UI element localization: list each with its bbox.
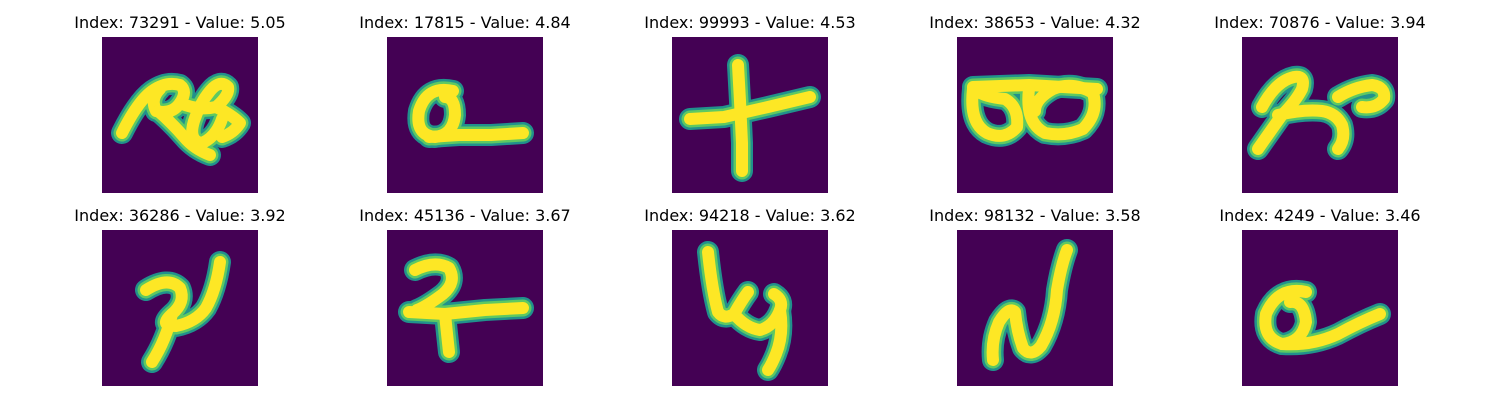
grid-panel: Index: 36286 - Value: 3.92 xyxy=(50,203,310,388)
grid-panel: Index: 17815 - Value: 4.84 xyxy=(335,10,595,195)
glyph-stroke-core xyxy=(403,302,529,320)
panel-title: Index: 73291 - Value: 5.05 xyxy=(74,13,286,32)
grid-panel: Index: 73291 - Value: 5.05 xyxy=(50,10,310,195)
sample-image xyxy=(672,230,828,386)
glyph-stroke-core xyxy=(1022,79,1101,141)
glyph-stroke-core xyxy=(986,244,1073,366)
glyph-stroke-core xyxy=(152,105,216,161)
sample-image xyxy=(957,37,1113,193)
panel-title: Index: 38653 - Value: 4.32 xyxy=(929,13,1141,32)
panel-title: Index: 98132 - Value: 3.58 xyxy=(929,206,1141,225)
glyph-stroke-core xyxy=(1272,104,1350,155)
glyph-drawing xyxy=(957,37,1113,193)
glyph-drawing xyxy=(387,37,543,193)
sample-image xyxy=(672,37,828,193)
glyph-stroke-core xyxy=(684,91,816,125)
glyph-stroke-core xyxy=(762,304,788,376)
glyph-stroke-core xyxy=(966,83,1024,142)
glyph-stroke-core xyxy=(210,101,246,143)
glyph-stroke-core xyxy=(1252,70,1309,155)
glyph-stroke-core xyxy=(728,288,788,336)
grid-panel: Index: 38653 - Value: 4.32 xyxy=(905,10,1165,195)
sample-image xyxy=(1242,230,1398,386)
sample-image xyxy=(387,37,543,193)
grid-panel: Index: 45136 - Value: 3.67 xyxy=(335,203,595,388)
sample-image xyxy=(102,37,258,193)
glyph-drawing xyxy=(1242,37,1398,193)
grid-panel: Index: 4249 - Value: 3.46 xyxy=(1190,203,1450,388)
glyph-drawing xyxy=(1242,230,1398,386)
panel-title: Index: 70876 - Value: 3.94 xyxy=(1214,13,1426,32)
panel-title: Index: 99993 - Value: 4.53 xyxy=(644,13,856,32)
glyph-drawing xyxy=(957,230,1113,386)
panel-title: Index: 45136 - Value: 3.67 xyxy=(359,206,571,225)
glyph-stroke-core xyxy=(1276,308,1386,351)
glyph-stroke-core xyxy=(702,246,754,323)
glyph-stroke-core xyxy=(439,308,455,358)
glyph-stroke-core xyxy=(1332,79,1391,114)
sample-image xyxy=(957,230,1113,386)
sample-image xyxy=(102,230,258,386)
glyph-drawing xyxy=(102,230,258,386)
panel-title: Index: 36286 - Value: 3.92 xyxy=(74,206,286,225)
glyph-drawing xyxy=(102,37,258,193)
glyph-stroke-core xyxy=(423,127,529,143)
sample-image xyxy=(1242,37,1398,193)
grid-panel: Index: 94218 - Value: 3.62 xyxy=(620,203,880,388)
grid-panel: Index: 70876 - Value: 3.94 xyxy=(1190,10,1450,195)
panel-title: Index: 4249 - Value: 3.46 xyxy=(1219,206,1421,225)
glyph-drawing xyxy=(672,37,828,193)
glyph-stroke-core xyxy=(732,59,748,177)
panel-title: Index: 17815 - Value: 4.84 xyxy=(359,13,571,32)
glyph-drawing xyxy=(387,230,543,386)
glyph-stroke-core xyxy=(146,308,178,368)
sample-image xyxy=(387,230,543,386)
grid-panel: Index: 99993 - Value: 4.53 xyxy=(620,10,880,195)
grid-panel: Index: 98132 - Value: 3.58 xyxy=(905,203,1165,388)
panel-title: Index: 94218 - Value: 3.62 xyxy=(644,206,856,225)
glyph-drawing xyxy=(672,230,828,386)
glyph-stroke-core xyxy=(409,258,458,316)
